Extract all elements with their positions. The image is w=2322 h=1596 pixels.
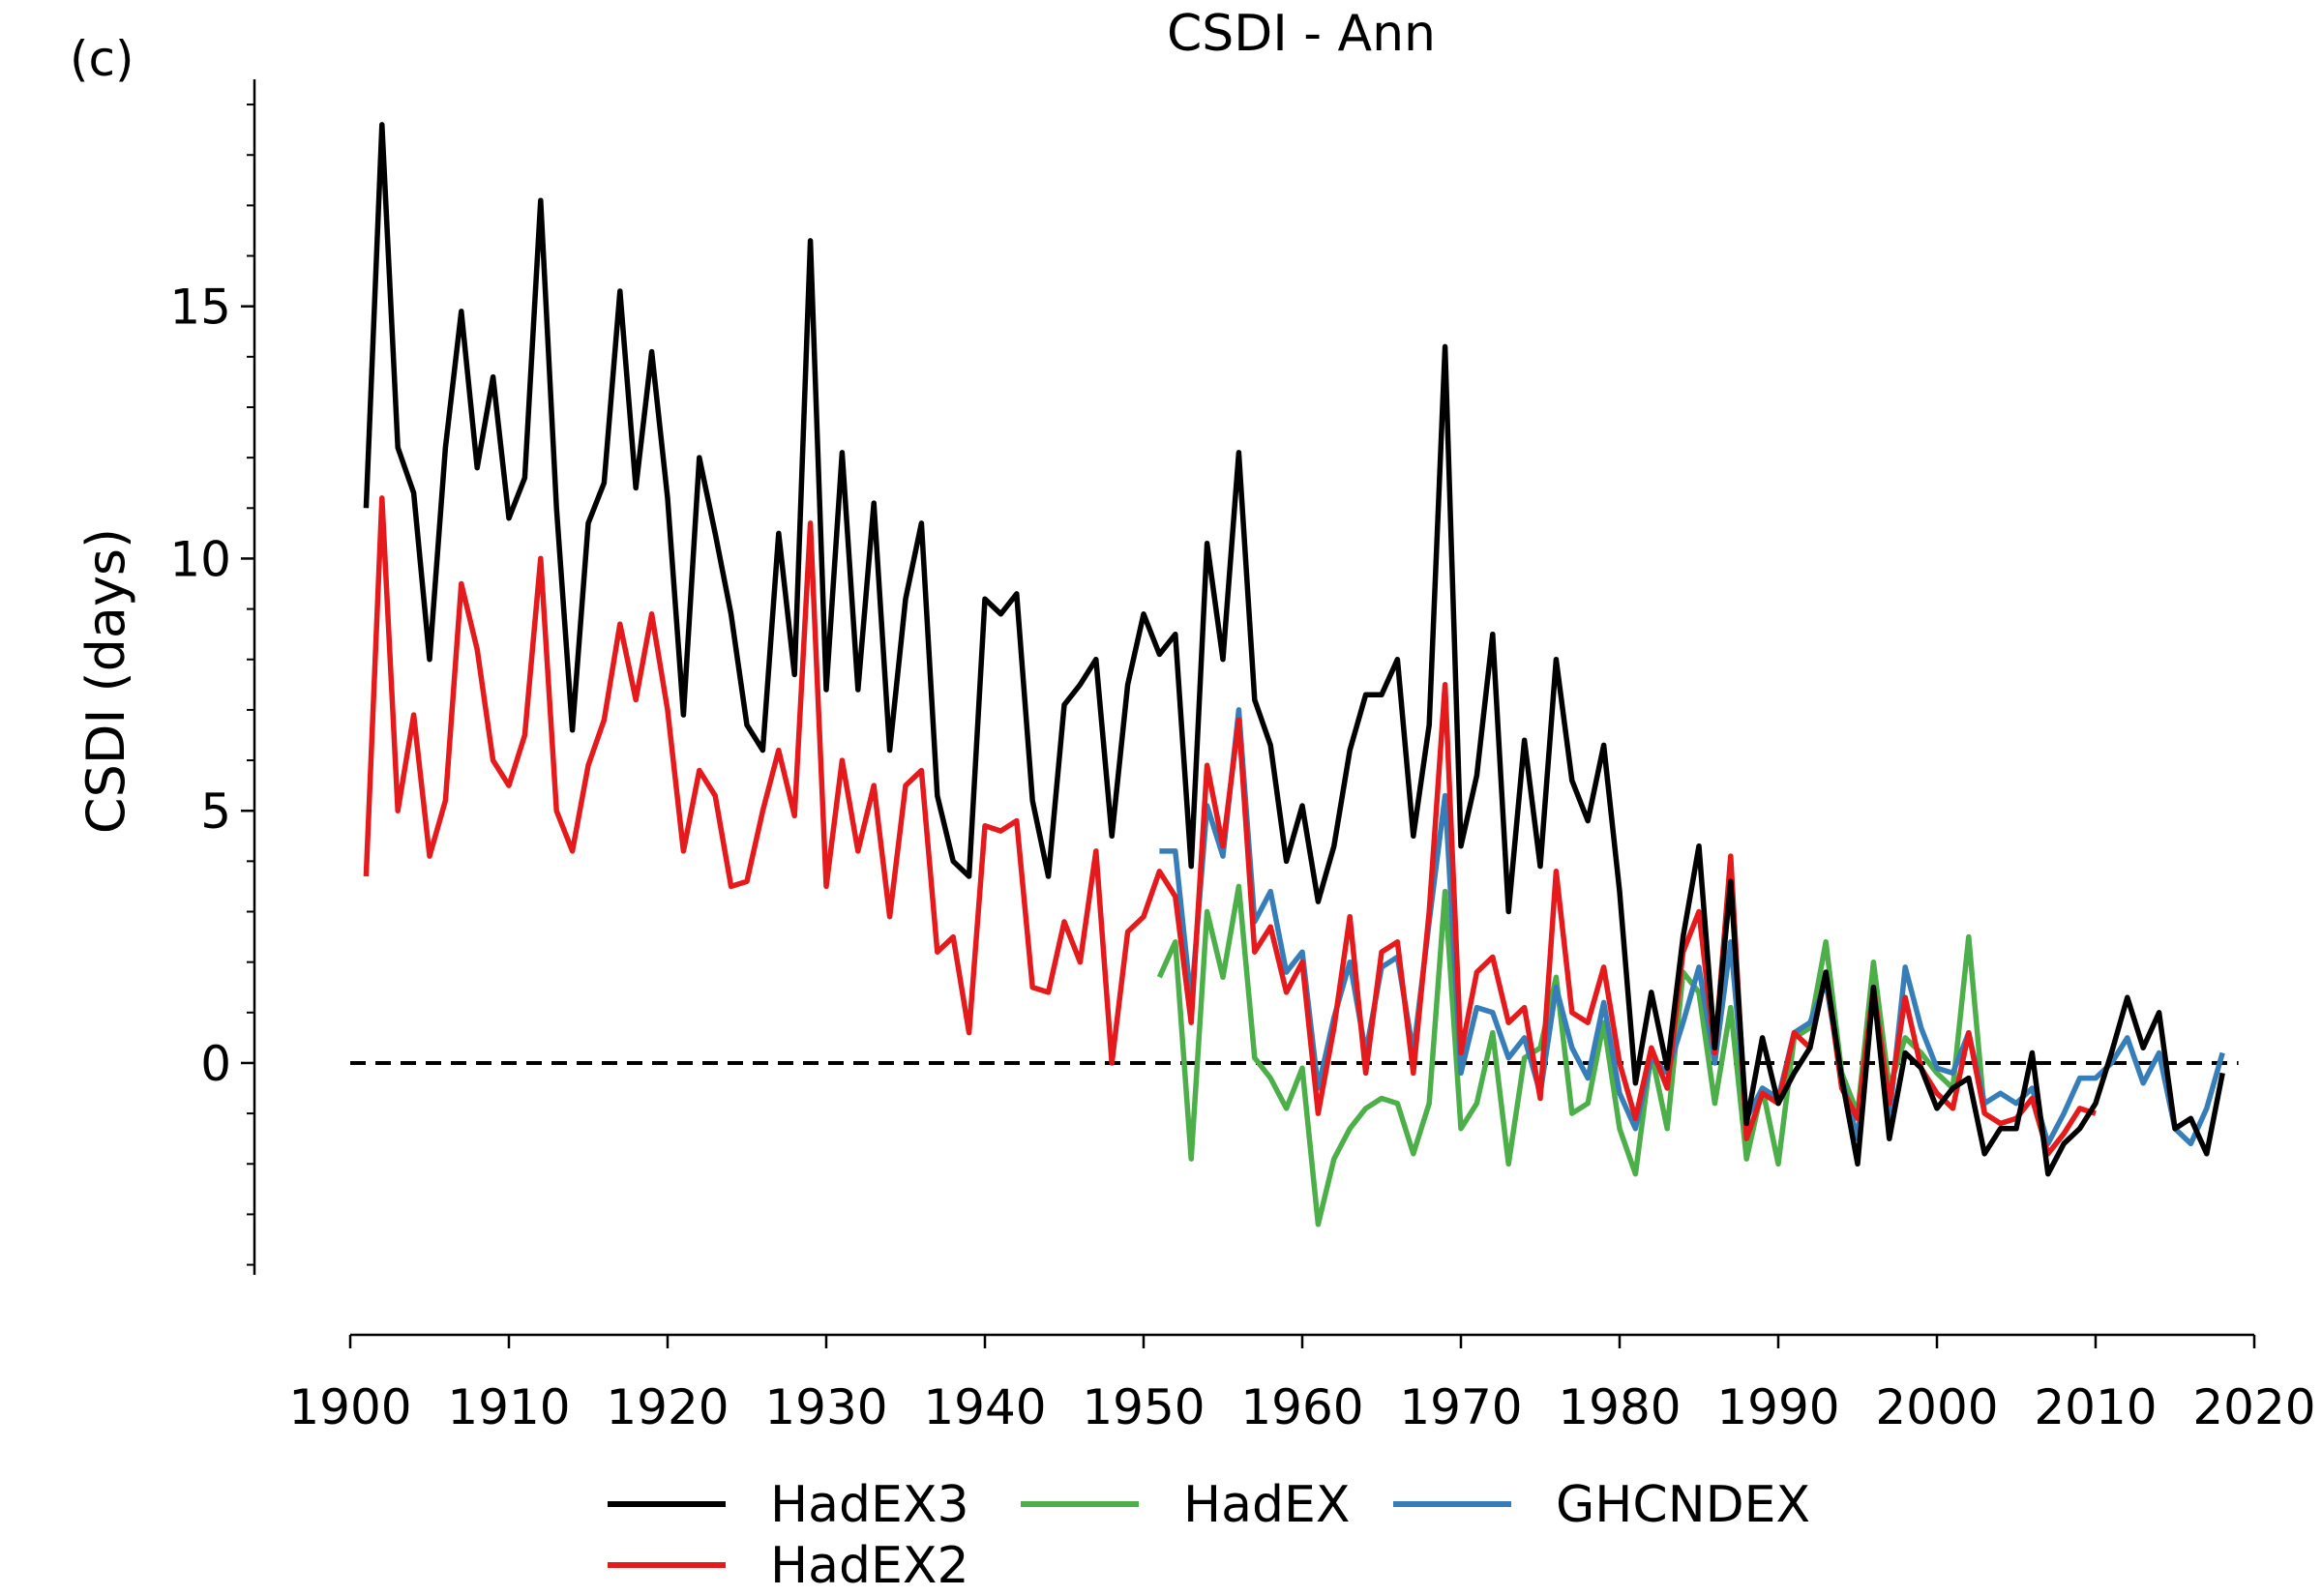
x-tick-label: 1990	[1716, 1379, 1839, 1435]
x-tick-label: 1950	[1082, 1379, 1205, 1435]
chart-title: CSDI - Ann	[1167, 5, 1436, 63]
y-tick-label: 10	[169, 531, 231, 587]
y-tick-label: 15	[169, 280, 231, 336]
x-tick-label: 1900	[288, 1379, 411, 1435]
x-tick-label: 1980	[1558, 1379, 1681, 1435]
x-tick-label: 1960	[1240, 1379, 1363, 1435]
x-tick-label: 1930	[764, 1379, 887, 1435]
series-layer	[363, 122, 2225, 1227]
y-tick-label: 5	[200, 783, 231, 840]
series-line-hadex	[1156, 883, 1987, 1227]
x-tick-label: 2010	[2034, 1379, 2157, 1435]
y-tick-label: 0	[200, 1036, 231, 1092]
y-axis-label: CSDI (days)	[75, 528, 136, 834]
legend-label-ghcndex: GHCNDEX	[1556, 1476, 1810, 1534]
x-tick-label: 1910	[447, 1379, 570, 1435]
legend-label-hadex: HadEX	[1183, 1476, 1350, 1534]
x-tick-label: 2000	[1875, 1379, 1998, 1435]
legend-label-hadex3: HadEX3	[770, 1476, 969, 1534]
series-line-hadex2	[363, 495, 2097, 1157]
panel-label: (c)	[70, 31, 134, 87]
x-tick-label: 2020	[2192, 1379, 2315, 1435]
x-tick-label: 1970	[1399, 1379, 1522, 1435]
x-tick-label: 1940	[923, 1379, 1046, 1435]
legend-label-hadex2: HadEX2	[770, 1537, 969, 1595]
axes: 0 5 10 15 1900 1910 1920 1930 1940 1950 1960 1970 19…	[169, 79, 2316, 1435]
x-tick-label: 1920	[606, 1379, 729, 1435]
series-line-hadex3	[363, 122, 2225, 1177]
